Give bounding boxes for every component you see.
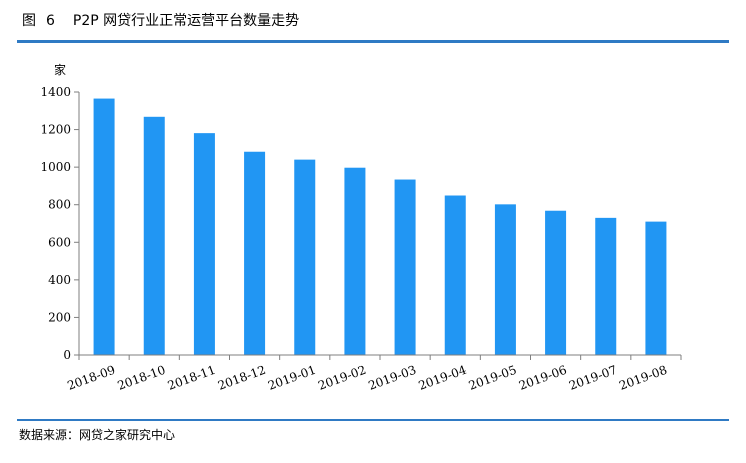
figure-title: 图 6 P2P 网贷行业正常运营平台数量走势 bbox=[22, 10, 299, 30]
y-tick-label: 1200 bbox=[40, 123, 71, 137]
x-tick-label: 2019-07 bbox=[567, 363, 619, 393]
y-tick-label: 200 bbox=[48, 310, 71, 324]
y-tick-label: 1400 bbox=[40, 85, 71, 99]
figure-number: 6 bbox=[46, 13, 55, 29]
x-tick-labels: 2018-092018-102018-112018-122019-012019-… bbox=[65, 363, 668, 393]
x-tick-label: 2019-04 bbox=[417, 363, 469, 393]
x-tick-label: 2019-05 bbox=[467, 363, 519, 393]
bottom-rule bbox=[17, 419, 729, 421]
bar-2019-01 bbox=[294, 159, 316, 355]
bar-2018-12 bbox=[244, 151, 266, 355]
y-tick-label: 600 bbox=[48, 235, 71, 249]
x-tick-label: 2019-02 bbox=[316, 363, 368, 393]
x-tick-label: 2019-03 bbox=[366, 363, 418, 393]
bar-2019-04 bbox=[444, 195, 466, 355]
x-tick-label: 2018-10 bbox=[116, 363, 168, 393]
x-tick-label: 2019-01 bbox=[266, 363, 318, 393]
bar-2018-11 bbox=[193, 133, 215, 355]
x-tick-label: 2018-12 bbox=[216, 363, 268, 393]
y-tick-label: 400 bbox=[48, 273, 71, 287]
bar-2019-07 bbox=[595, 217, 617, 355]
x-tick-label: 2019-08 bbox=[617, 363, 669, 393]
bar-2019-08 bbox=[645, 221, 667, 355]
source-note: 数据来源：网贷之家研究中心 bbox=[19, 428, 176, 442]
axes-group bbox=[74, 91, 682, 360]
y-tick-label: 800 bbox=[48, 198, 71, 212]
bar-2018-09 bbox=[93, 98, 115, 355]
x-tick-label: 2018-11 bbox=[166, 363, 218, 393]
y-tick-label: 1000 bbox=[40, 160, 71, 174]
figure-label: 图 bbox=[22, 13, 36, 29]
bar-2019-02 bbox=[344, 167, 366, 355]
top-rule bbox=[17, 40, 729, 43]
bar-2019-05 bbox=[494, 204, 516, 355]
y-axis-unit-label: 家 bbox=[54, 62, 66, 77]
bar-2018-10 bbox=[143, 116, 165, 355]
chart-title: P2P 网贷行业正常运营平台数量走势 bbox=[72, 13, 300, 29]
bar-2019-06 bbox=[545, 210, 567, 355]
bars-group bbox=[93, 98, 667, 355]
bar-2019-03 bbox=[394, 179, 416, 355]
x-tick-label: 2018-09 bbox=[65, 363, 117, 393]
y-tick-label: 0 bbox=[63, 348, 71, 362]
x-tick-label: 2019-06 bbox=[517, 363, 569, 393]
y-tick-labels: 0 200 400 600 800 1000 1200 1400 bbox=[40, 85, 71, 362]
